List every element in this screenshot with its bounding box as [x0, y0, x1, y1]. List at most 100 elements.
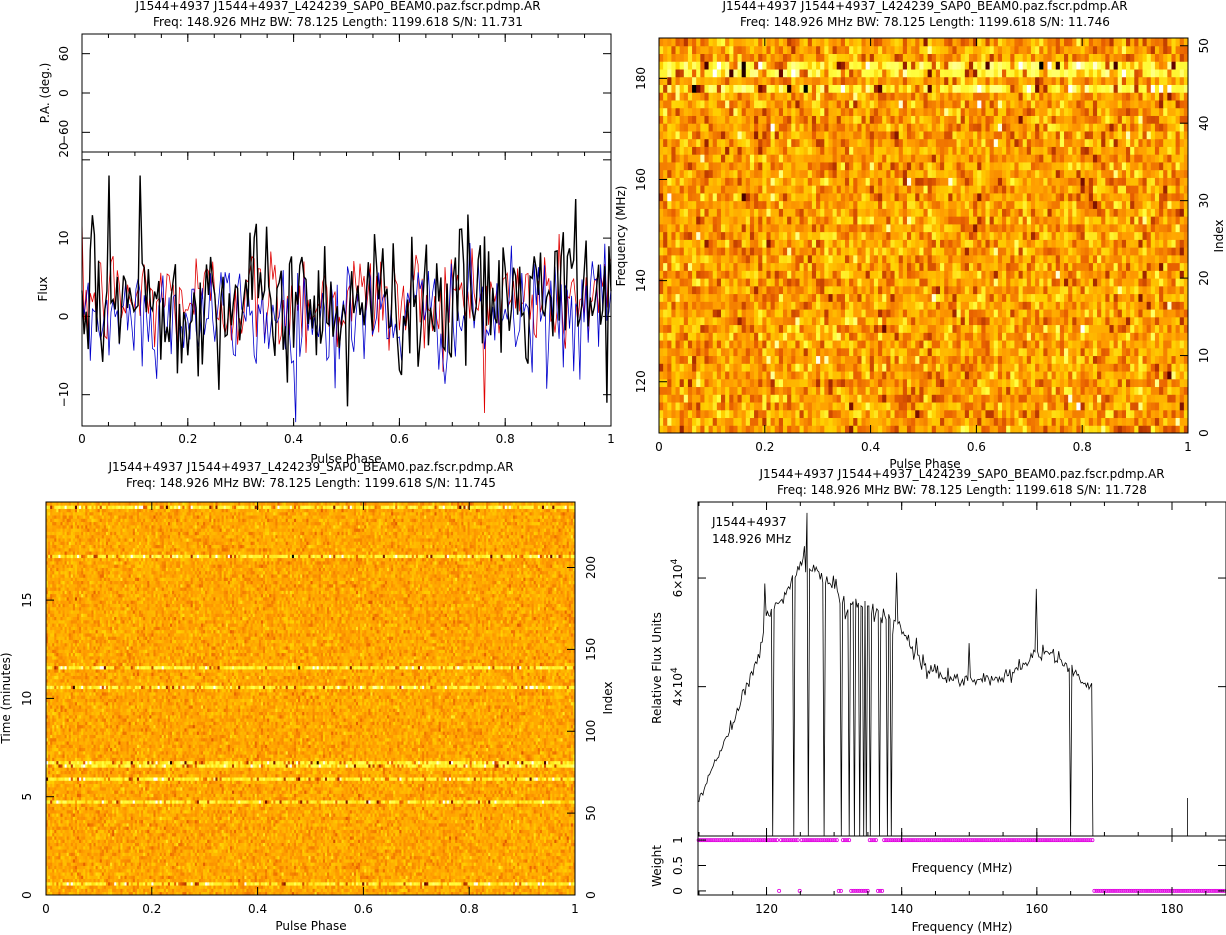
freq-phase-cell: [1138, 418, 1143, 426]
freq-phase-cell: [862, 216, 867, 224]
freq-phase-cell: [882, 224, 887, 232]
freq-phase-cell: [729, 185, 734, 193]
freq-phase-cell: [857, 146, 862, 154]
freq-phase-cell: [957, 177, 962, 185]
freq-phase-cell: [841, 232, 846, 240]
freq-phase-cell: [1176, 185, 1181, 193]
freq-phase-cell: [853, 232, 858, 240]
freq-phase-cell: [676, 239, 681, 247]
freq-phase-cell: [973, 232, 978, 240]
freq-phase-cell: [895, 332, 900, 340]
freq-phase-cell: [1105, 387, 1110, 395]
freq-phase-cell: [1134, 410, 1139, 418]
freq-phase-cell: [750, 309, 755, 317]
freq-phase-cell: [907, 255, 912, 263]
freq-phase-cell: [1002, 201, 1007, 209]
freq-phase-cell: [800, 162, 805, 170]
freq-phase-cell: [1085, 263, 1090, 271]
freq-phase-cell: [1089, 294, 1094, 302]
freq-phase-cell: [709, 232, 714, 240]
freq-phase-cell: [874, 340, 879, 348]
freq-phase-cell: [833, 371, 838, 379]
freq-phase-cell: [1126, 332, 1131, 340]
freq-phase-cell: [1014, 332, 1019, 340]
freq-phase-cell: [1180, 317, 1185, 325]
freq-phase-cell: [853, 216, 858, 224]
freq-phase-cell: [1052, 201, 1057, 209]
freq-phase-cell: [704, 263, 709, 271]
freq-phase-cell: [804, 309, 809, 317]
freq-phase-cell: [808, 185, 813, 193]
freq-phase-cell: [1072, 139, 1077, 147]
freq-phase-cell: [969, 402, 974, 410]
freq-phase-cell: [1056, 162, 1061, 170]
freq-phase-cell: [684, 356, 689, 364]
freq-phase-cell: [936, 348, 941, 356]
freq-phase-cell: [940, 162, 945, 170]
freq-phase-cell: [915, 247, 920, 255]
freq-phase-cell: [915, 356, 920, 364]
freq-phase-cell: [1019, 201, 1024, 209]
freq-phase-cell: [1163, 301, 1168, 309]
freq-phase-cell: [1060, 309, 1065, 317]
freq-phase-cell: [824, 216, 829, 224]
freq-phase-cell: [721, 325, 726, 333]
freq-phase-cell: [663, 131, 668, 139]
freq-phase-cell: [758, 379, 763, 387]
freq-phase-cell: [1176, 410, 1181, 418]
freq-phase-cell: [969, 170, 974, 178]
freq-phase-cell: [981, 379, 986, 387]
freq-phase-cell: [1118, 216, 1123, 224]
freq-phase-cell: [733, 270, 738, 278]
freq-phase-cell: [812, 263, 817, 271]
freq-phase-cell: [1027, 410, 1032, 418]
freq-phase-cell: [820, 294, 825, 302]
freq-phase-cell: [1159, 193, 1164, 201]
freq-phase-cell: [1089, 247, 1094, 255]
freq-phase-cell: [787, 170, 792, 178]
freq-phase-cell: [1097, 418, 1102, 426]
freq-phase-cell: [783, 286, 788, 294]
freq-phase-cell: [866, 162, 871, 170]
freq-phase-cell: [791, 270, 796, 278]
freq-phase-cell: [787, 139, 792, 147]
freq-phase-cell: [981, 325, 986, 333]
freq-phase-cell: [1101, 232, 1106, 240]
freq-phase-cell: [680, 418, 685, 426]
freq-phase-cell: [981, 309, 986, 317]
freq-phase-cell: [680, 278, 685, 286]
freq-phase-cell: [1147, 139, 1152, 147]
freq-phase-cell: [808, 239, 813, 247]
freq-phase-cell: [800, 348, 805, 356]
freq-phase-cell: [886, 278, 891, 286]
freq-phase-cell: [1155, 325, 1160, 333]
freq-phase-cell: [779, 201, 784, 209]
freq-phase-cell: [1089, 208, 1094, 216]
freq-phase-cell: [890, 402, 895, 410]
freq-phase-cell: [800, 239, 805, 247]
freq-phase-cell: [1039, 286, 1044, 294]
freq-phase-cell: [853, 301, 858, 309]
freq-phase-cell: [791, 317, 796, 325]
freq-phase-cell: [870, 379, 875, 387]
freq-phase-cell: [800, 201, 805, 209]
freq-phase-cell: [1122, 239, 1127, 247]
freq-phase-cell: [924, 325, 929, 333]
freq-phase-cell: [1052, 379, 1057, 387]
freq-phase-cell: [758, 270, 763, 278]
freq-phase-cell: [1031, 379, 1036, 387]
freq-phase-cell: [977, 356, 982, 364]
freq-phase-cell: [853, 309, 858, 317]
freq-phase-cell: [680, 139, 685, 147]
freq-phase-cell: [845, 301, 850, 309]
freq-phase-cell: [994, 363, 999, 371]
freq-phase-cell: [961, 208, 966, 216]
freq-phase-cell: [936, 286, 941, 294]
freq-phase-cell: [812, 317, 817, 325]
freq-phase-cell: [733, 247, 738, 255]
freq-phase-cell: [1039, 224, 1044, 232]
freq-phase-cell: [895, 356, 900, 364]
freq-phase-cell: [1130, 325, 1135, 333]
freq-phase-cell: [800, 263, 805, 271]
freq-phase-cell: [1014, 146, 1019, 154]
